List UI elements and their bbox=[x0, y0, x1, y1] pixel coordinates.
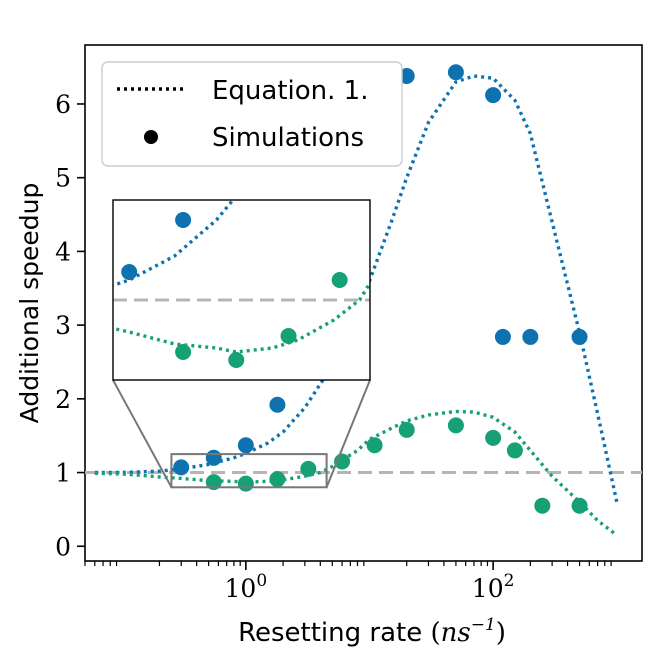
legend: Equation. 1. Simulations bbox=[101, 61, 403, 167]
simulation-point-blue bbox=[269, 396, 286, 413]
x-tick-label: 102 bbox=[472, 571, 515, 603]
y-tick-label: 0 bbox=[55, 532, 71, 561]
x-axis-label-paren-close: ) bbox=[496, 618, 506, 648]
simulation-point-blue bbox=[571, 328, 588, 345]
legend-entry-simulations: Simulations bbox=[212, 123, 364, 153]
legend-entry-equation: Equation. 1. bbox=[212, 76, 368, 106]
simulation-point-green bbox=[534, 497, 551, 514]
simulation-point-green bbox=[506, 442, 523, 459]
simulation-point-green bbox=[398, 421, 415, 438]
y-tick-label: 6 bbox=[55, 90, 71, 119]
simulation-point-green bbox=[269, 471, 286, 488]
y-axis-ticks: 0 1 2 3 4 5 6 bbox=[55, 90, 85, 561]
simulation-point-blue bbox=[447, 64, 464, 81]
x-axis-label-text: Resetting rate bbox=[238, 618, 422, 648]
y-tick-label: 1 bbox=[55, 459, 71, 488]
inset-equation-curve-blue bbox=[113, 200, 236, 288]
legend-box bbox=[101, 61, 403, 167]
simulation-point-blue bbox=[522, 328, 539, 345]
x-axis-ticks: 100 102 bbox=[84, 561, 612, 603]
inset-frame bbox=[112, 199, 371, 381]
simulation-point-green bbox=[571, 497, 588, 514]
simulation-point-green bbox=[447, 417, 464, 434]
simulation-point-green bbox=[237, 475, 254, 492]
simulation-point-green bbox=[205, 474, 222, 491]
inset-simulation-point-blue bbox=[175, 212, 192, 228]
x-tick-label: 100 bbox=[225, 571, 268, 603]
simulation-point-blue bbox=[173, 459, 190, 476]
legend-marker-icon bbox=[144, 130, 158, 144]
x-axis-label: Resetting rate (ns−1) bbox=[238, 615, 506, 648]
simulation-point-green bbox=[300, 460, 317, 477]
y-axis-label: Additional speedup bbox=[15, 183, 44, 424]
y-tick-label: 5 bbox=[55, 164, 71, 193]
inset-simulation-point-green bbox=[331, 272, 348, 288]
inset-simulation-point-green bbox=[228, 352, 245, 368]
simulation-point-blue bbox=[485, 87, 502, 104]
simulation-point-blue bbox=[398, 67, 415, 84]
simulation-point-green bbox=[366, 437, 383, 454]
y-tick-label: 4 bbox=[55, 237, 71, 266]
y-tick-label: 3 bbox=[55, 311, 71, 340]
x-axis-label-unit-exp: −1 bbox=[471, 615, 496, 635]
zoom-connector-left bbox=[112, 379, 173, 488]
inset-simulation-point-green bbox=[280, 328, 297, 344]
simulation-point-green bbox=[485, 429, 502, 446]
inset-zoom-indicator bbox=[112, 379, 371, 489]
zoom-connector-right bbox=[325, 379, 371, 488]
inset-simulation-point-green bbox=[175, 344, 192, 360]
zoom-region-box bbox=[170, 453, 328, 489]
y-tick-label: 2 bbox=[55, 385, 71, 414]
x-axis-label-unit: ns bbox=[441, 618, 471, 648]
simulation-point-blue bbox=[494, 328, 511, 345]
x-axis-label-paren-open: ( bbox=[430, 618, 440, 648]
simulation-point-blue bbox=[237, 437, 254, 454]
inset-simulation-point-blue bbox=[121, 264, 138, 280]
simulation-point-blue bbox=[205, 449, 222, 466]
